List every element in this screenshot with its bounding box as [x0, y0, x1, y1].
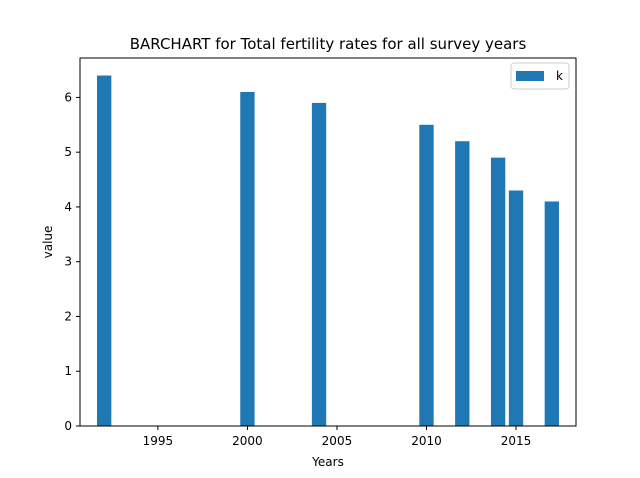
x-axis-label: Years	[311, 455, 344, 469]
axes-frame	[79, 57, 577, 427]
legend: k	[510, 62, 570, 90]
y-tick-label-5: 5	[64, 145, 72, 159]
x-tick-label-2010: 2010	[411, 434, 442, 448]
y-tick-label-3: 3	[64, 255, 72, 269]
bar-1992	[97, 75, 112, 427]
legend-swatch	[516, 71, 544, 81]
bar-2014	[490, 157, 506, 426]
legend-label: k	[556, 69, 563, 83]
bar-2017	[544, 201, 559, 426]
bar-2015	[508, 190, 524, 426]
y-tick-label-4: 4	[64, 200, 72, 214]
x-tick-label-2015: 2015	[501, 434, 532, 448]
y-tick-label-0: 0	[64, 419, 72, 433]
bar-2012	[455, 141, 470, 426]
bar-2010	[419, 124, 434, 427]
plot-area: 0 1 2 3 4 5 6 1995 2000 2005 2010 2015	[64, 57, 577, 448]
x-tick-label-1995: 1995	[143, 434, 174, 448]
bar-2004	[311, 102, 327, 427]
bar-2000	[240, 91, 255, 426]
y-axis-label: value	[41, 226, 55, 259]
y-tick-label-1: 1	[64, 364, 72, 378]
x-tick-label-2000: 2000	[232, 434, 263, 448]
x-tick-label-2005: 2005	[322, 434, 353, 448]
y-tick-label-6: 6	[64, 90, 72, 104]
chart-title: BARCHART for Total fertility rates for a…	[130, 35, 527, 53]
y-tick-label-2: 2	[64, 309, 72, 323]
